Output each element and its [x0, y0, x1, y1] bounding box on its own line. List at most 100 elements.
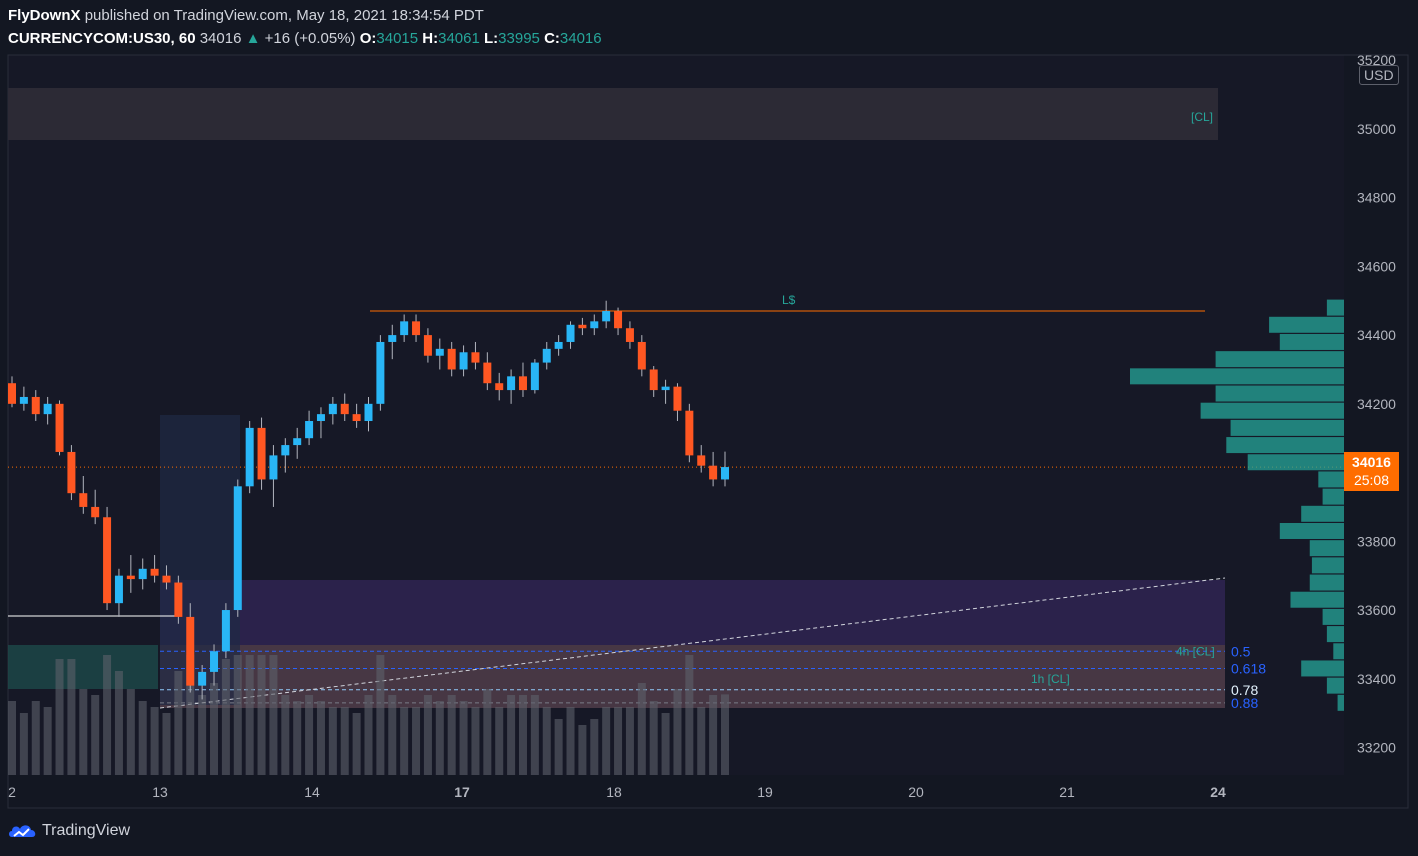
volume-profile-bar — [1322, 608, 1344, 625]
volume-profile-bar — [1247, 454, 1344, 471]
candle-body — [685, 410, 694, 456]
volume-bar — [281, 695, 290, 775]
volume-profile-bar — [1318, 471, 1344, 488]
volume-profile-bar — [1130, 368, 1344, 385]
y-tick-label: 34800 — [1357, 190, 1396, 206]
volume-profile-bar — [1333, 643, 1344, 660]
tradingview-logo-text: TradingView — [42, 822, 131, 839]
candle-body — [412, 321, 421, 336]
candle-body — [590, 321, 599, 329]
volume-bar — [412, 707, 421, 775]
volume-bar — [614, 707, 623, 775]
candle-body — [245, 427, 254, 487]
x-tick-label: 20 — [908, 784, 924, 800]
volume-bar — [352, 713, 361, 775]
volume-profile-bar — [1326, 677, 1344, 694]
candle-body — [530, 362, 539, 391]
x-tick-label: 19 — [757, 784, 773, 800]
candle-body — [673, 386, 682, 411]
candle-body — [423, 335, 432, 356]
candle-body — [459, 352, 468, 370]
volume-bar — [459, 701, 468, 775]
y-tick-label: 33400 — [1357, 671, 1396, 687]
candle-body — [114, 575, 123, 604]
volume-bar — [388, 695, 397, 775]
volume-bar — [340, 707, 349, 775]
volume-profile-bar — [1269, 316, 1344, 333]
candle-body — [625, 328, 634, 342]
tradingview-cloud-icon — [9, 825, 36, 837]
volume-bar — [103, 655, 112, 775]
candle-body — [518, 376, 527, 391]
volume-bar — [233, 655, 242, 775]
candle-body — [328, 403, 337, 415]
candle-body — [233, 486, 242, 611]
candle-body — [542, 348, 551, 363]
candle-body — [340, 403, 349, 415]
volume-profile-bar — [1309, 574, 1344, 591]
volume-bar — [400, 707, 409, 775]
fib-label-0.618: 0.618 — [1231, 660, 1266, 676]
volume-bar — [685, 655, 694, 775]
volume-bar — [8, 701, 16, 775]
last-price: 34016 — [199, 30, 242, 47]
volume-bar — [19, 713, 28, 775]
volume-bar — [186, 655, 195, 775]
y-tick-label: 33200 — [1357, 740, 1396, 756]
candle-body — [103, 517, 112, 604]
candle-body — [649, 369, 658, 391]
volume-bar — [257, 655, 266, 775]
volume-bar — [447, 695, 456, 775]
candle-body — [221, 610, 230, 652]
candle-body — [495, 383, 504, 391]
volume-profile-bar — [1230, 419, 1344, 436]
candle-body — [376, 341, 385, 404]
candle-body — [162, 575, 171, 583]
volume-bar — [471, 707, 480, 775]
volume-bar — [43, 707, 52, 775]
annotation-label: 4h [CL] — [1176, 644, 1215, 658]
volume-bar — [328, 707, 337, 775]
volume-profile-bar — [1301, 660, 1344, 677]
y-tick-label: 33800 — [1357, 533, 1396, 549]
volume-bar — [210, 683, 219, 775]
volume-bar — [554, 719, 563, 775]
volume-profile-bar — [1215, 385, 1344, 402]
candle-body — [138, 568, 147, 580]
candle-body — [554, 341, 563, 349]
high-label: H: — [422, 30, 439, 47]
candle-body — [352, 414, 361, 422]
annotation-label: L$ — [782, 293, 796, 307]
y-tick-label: 34600 — [1357, 258, 1396, 274]
candle-body — [79, 493, 88, 507]
candle-body — [435, 348, 444, 356]
change-up-icon: ▲ — [245, 30, 261, 47]
x-tick-label: 18 — [606, 784, 622, 800]
volume-bar — [114, 671, 123, 775]
x-tick-label: 13 — [152, 784, 168, 800]
annotation-label: [CL] — [1191, 110, 1213, 124]
candle-body — [19, 396, 28, 404]
volume-bar — [269, 655, 278, 775]
volume-bar — [649, 701, 658, 775]
low-value: 33995 — [498, 30, 540, 47]
candle-body — [257, 427, 266, 480]
volume-bar — [126, 689, 135, 775]
x-tick-label: 14 — [304, 784, 320, 800]
currency-badge[interactable]: USD — [1359, 65, 1399, 85]
volume-bar — [150, 707, 159, 775]
volume-bar — [518, 695, 527, 775]
volume-bar — [709, 695, 718, 775]
volume-bar — [507, 695, 516, 775]
low-label: L: — [484, 30, 499, 47]
high-value: 34061 — [438, 30, 480, 47]
open-label: O: — [359, 30, 377, 47]
volume-bar — [55, 659, 64, 775]
candle-body — [174, 582, 183, 617]
tradingview-logo[interactable]: TradingView — [8, 822, 130, 840]
symbol-name[interactable]: CURRENCYCOM:US30, 60 — [8, 30, 196, 47]
author-name[interactable]: FlyDownX — [8, 7, 81, 24]
fib-label-0.5: 0.5 — [1231, 643, 1251, 659]
candle-body — [400, 321, 409, 336]
